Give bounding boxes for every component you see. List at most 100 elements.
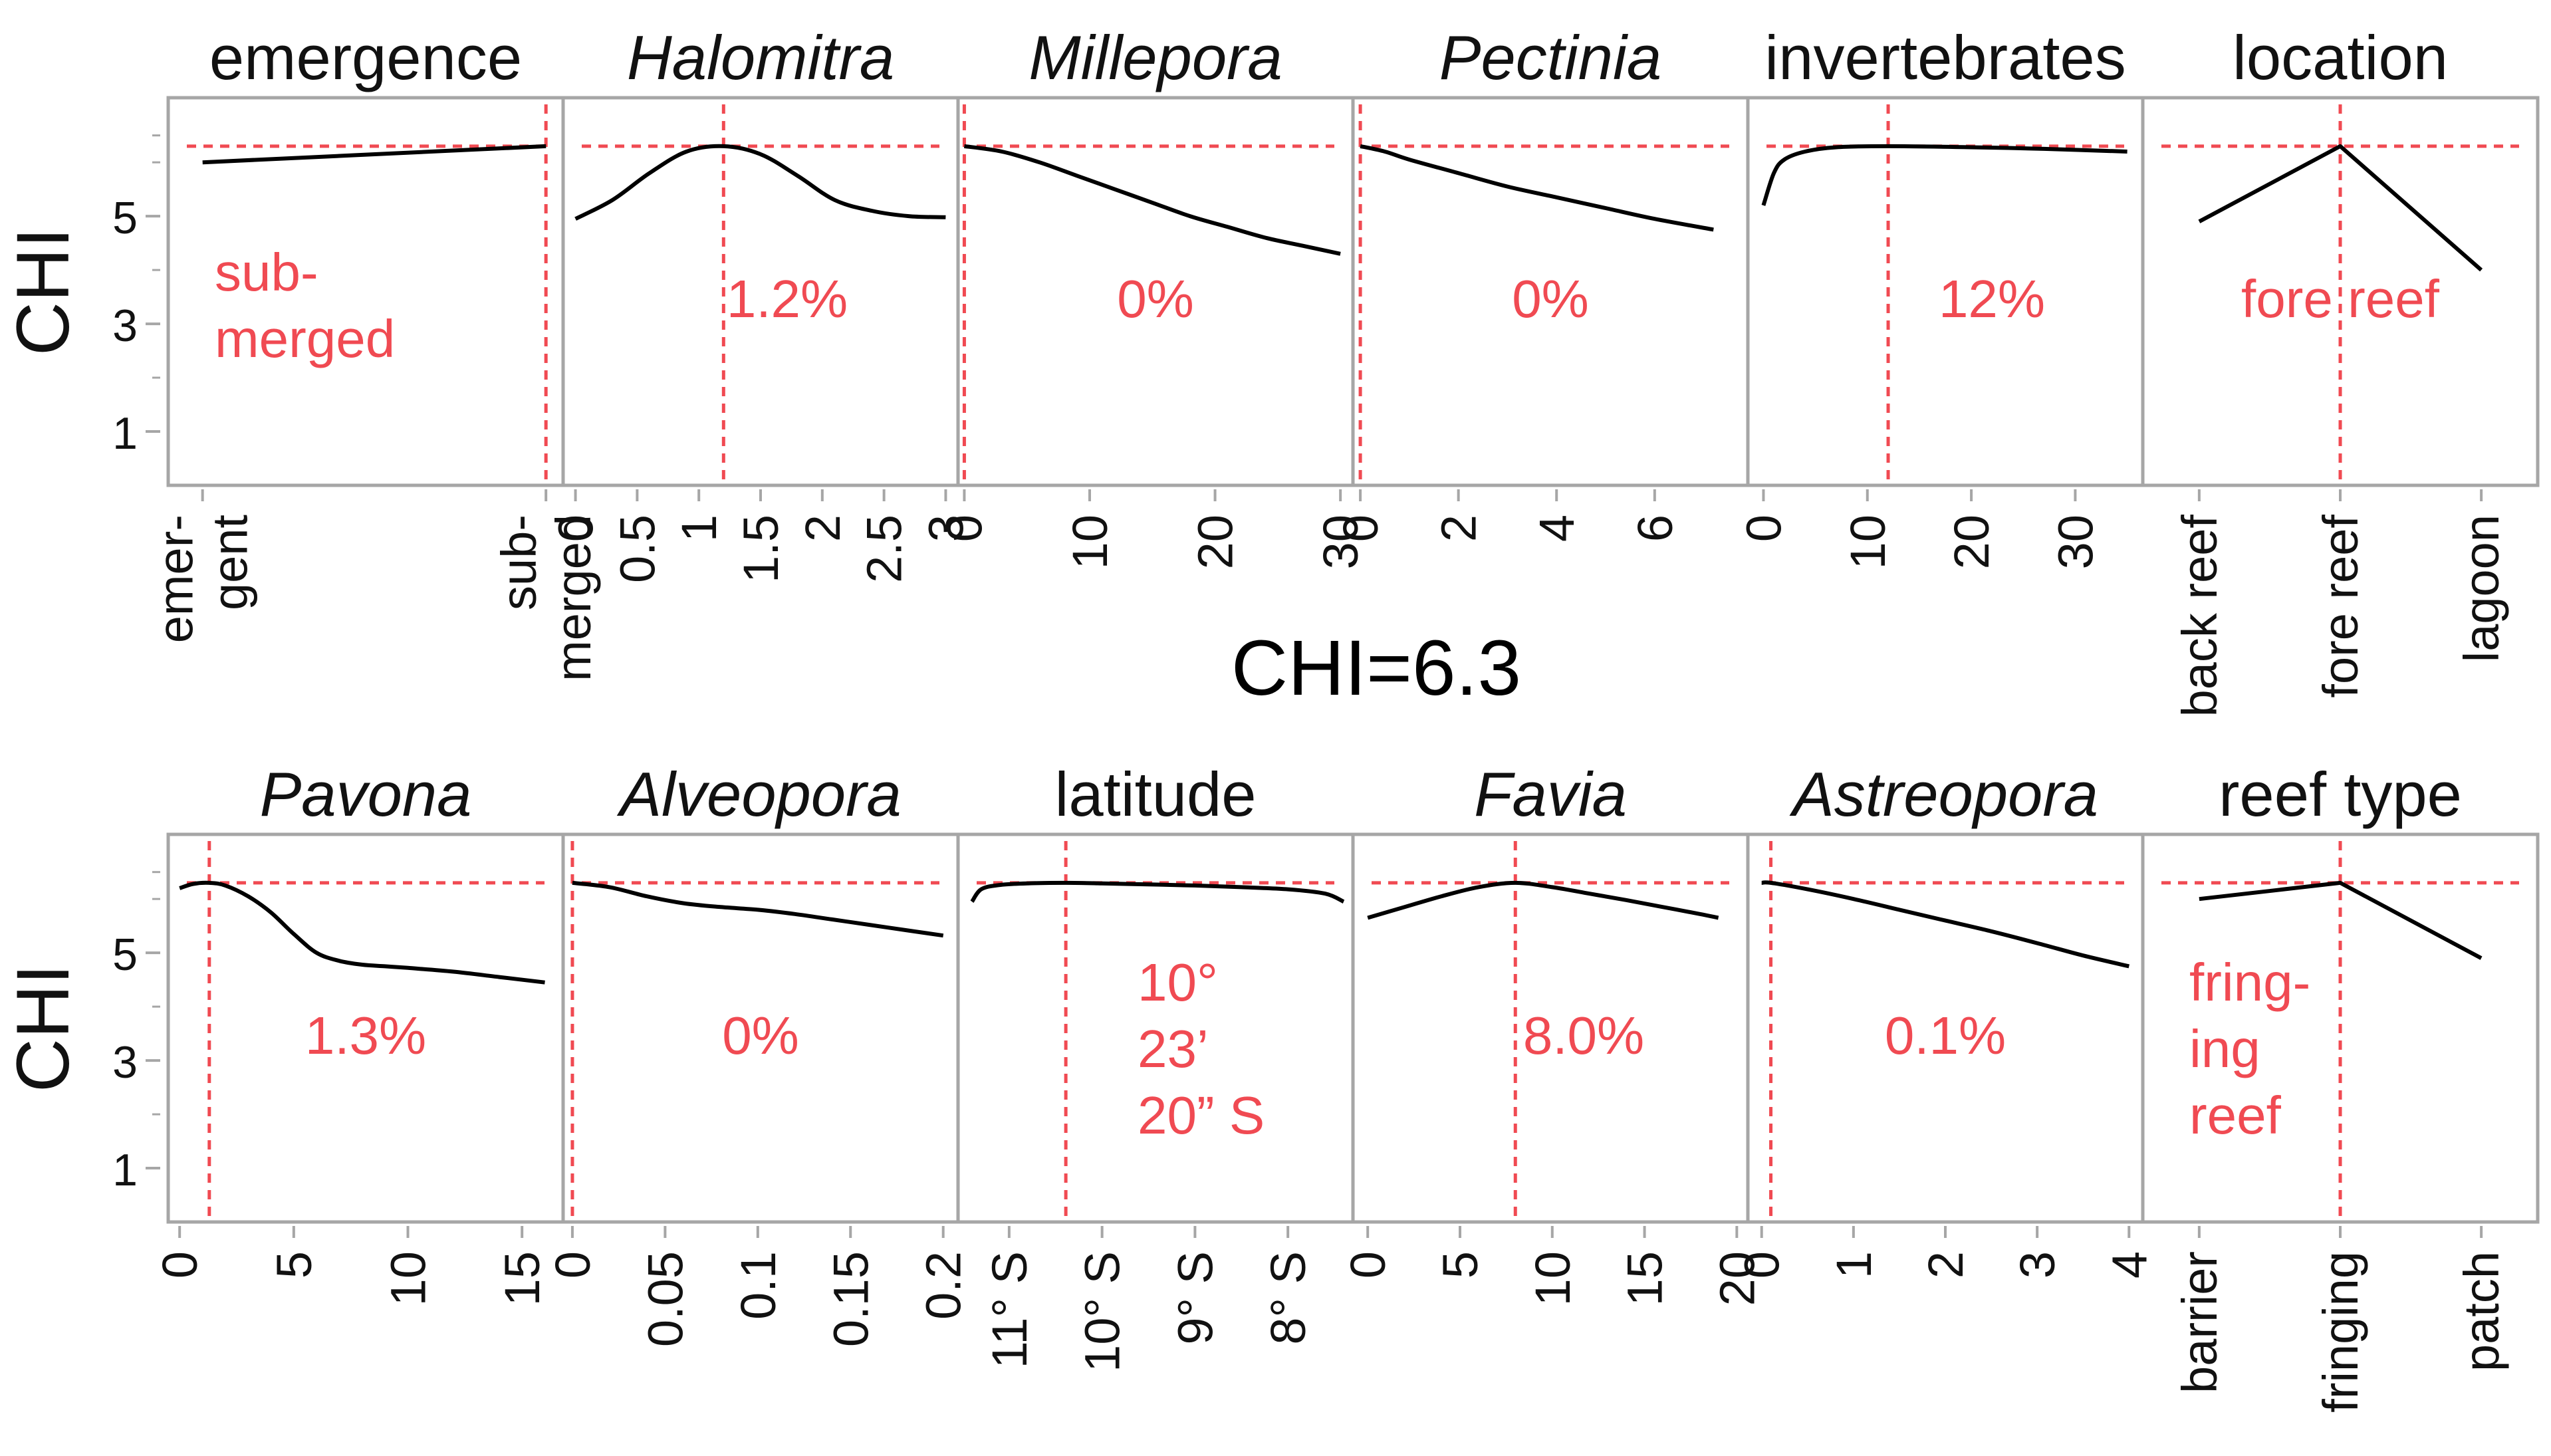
x-tick-label: 15	[495, 1251, 550, 1306]
x-tick-label: 4	[2102, 1251, 2157, 1278]
chart-panel-10: Favia 8.0% 0 5 10 15 20	[1340, 759, 1764, 1306]
x-tick-label: 0.05	[638, 1251, 693, 1347]
panel-title: location	[2233, 23, 2448, 92]
y-tick-label: 1	[112, 408, 138, 459]
x-tick-label: 0	[545, 1251, 600, 1278]
x-tick-label: 0	[152, 1251, 207, 1278]
x-tick-label: barrier	[2172, 1251, 2227, 1394]
panel-title: emergence	[209, 23, 522, 92]
x-tick-label: 1.5	[733, 515, 789, 583]
x-tick-label: 0	[937, 515, 992, 542]
partial-dependence-curve	[2199, 880, 2483, 960]
x-tick-label: fore reef	[2313, 515, 2368, 698]
x-tick-label: 0.1	[731, 1251, 786, 1320]
x-tick-label: 0.5	[610, 515, 665, 583]
panel-annotation: reef	[2189, 1086, 2282, 1145]
x-tick-label: 20	[1944, 515, 1999, 569]
x-tick-label: 0	[548, 515, 604, 542]
panel-title: Alveopora	[616, 759, 901, 829]
x-tick-label: emer-	[148, 515, 203, 643]
panel-title: latitude	[1054, 759, 1256, 829]
chart-panel-2: Halomitra 1.2% 0 0.5 1 1.5 2 2.5 3	[548, 23, 974, 583]
partial-dependence-curve	[202, 144, 547, 165]
x-tick-label: 2	[1431, 515, 1487, 542]
x-tick-label: merged	[546, 515, 601, 681]
chart-panel-1: emergence 1 3 5 CHI sub-merged emer-gent sub-me…	[1, 23, 601, 681]
x-tick-label: 0.15	[823, 1251, 878, 1347]
panel-annotation: 10°	[1138, 953, 1218, 1012]
x-tick-label: 2	[795, 515, 850, 542]
x-tick-label: sub-	[491, 515, 547, 610]
x-tick-label: 15	[1618, 1251, 1673, 1306]
x-tick-label: 10	[1840, 515, 1895, 569]
panel-annotation: 1.2%	[727, 269, 848, 328]
partial-dependence-curve	[1761, 144, 2127, 206]
x-tick-label: 4	[1529, 515, 1584, 542]
x-tick-label: 20	[1188, 515, 1243, 569]
panel-annotation: 23’	[1138, 1019, 1209, 1078]
chi-summary-label: CHI=6.3	[1231, 624, 1521, 712]
chart-panel-7: Pavona 1 3 5 CHI 1.3% 0 5 10 15	[1, 759, 565, 1306]
x-tick-label: 2.5	[857, 515, 912, 583]
x-tick-label: 0.2	[916, 1251, 971, 1320]
panel-annotation: fore reef	[2241, 269, 2440, 328]
y-tick-label: 3	[112, 301, 138, 351]
x-tick-label: 10	[381, 1251, 436, 1306]
panel-title: Pectinia	[1439, 23, 1661, 92]
panel-annotation: 0%	[1512, 269, 1589, 328]
partial-dependence-curve	[179, 880, 545, 985]
panel-annotation: 12%	[1939, 269, 2045, 328]
panel-annotation: fring-	[2189, 953, 2310, 1012]
x-tick-label: lagoon	[2454, 515, 2509, 662]
panel-annotation: merged	[215, 309, 395, 368]
partial-dependence-curve	[572, 880, 944, 938]
chart-panel-3: Millepora 0% 0 10 20 30	[937, 23, 1368, 569]
x-tick-label: 5	[267, 1251, 322, 1278]
panel-frame	[2141, 832, 2540, 1224]
x-tick-label: 10° S	[1075, 1251, 1130, 1372]
x-tick-label: patch	[2454, 1251, 2509, 1372]
panel-annotation: 0%	[722, 1006, 799, 1065]
panel-title: reef type	[2219, 759, 2462, 829]
chart-panel-8: Alveopora 0% 0 0.05 0.1 0.15 0.2	[545, 759, 971, 1347]
partial-dependence-curve	[574, 144, 946, 221]
x-tick-label: 6	[1628, 515, 1683, 542]
chart-panel-9: latitude 10° 23’ 20” S 11° S 10° S 9° S 8° S	[956, 759, 1355, 1372]
panel-frame	[2141, 96, 2540, 487]
x-tick-label: 10	[1525, 1251, 1580, 1306]
x-tick-label: gent	[203, 515, 258, 610]
panel-title: Millepora	[1029, 23, 1282, 92]
x-tick-label: 30	[1313, 515, 1368, 569]
panel-annotation: sub-	[215, 243, 318, 302]
panel-annotation: 1.3%	[305, 1006, 426, 1065]
x-tick-label: 3	[918, 515, 973, 542]
partial-dependence-curve	[2198, 144, 2483, 272]
y-tick-label: 3	[112, 1037, 138, 1088]
panel-annotation: 0%	[1117, 269, 1194, 328]
panel-annotation: 0.1%	[1885, 1006, 2006, 1065]
x-tick-label: 30	[2048, 515, 2103, 569]
panel-annotation: ing	[2189, 1019, 2260, 1078]
y-tick-label: 5	[112, 193, 138, 243]
partial-dependence-curve	[1761, 880, 2129, 969]
x-tick-label: 0	[1736, 515, 1791, 542]
panel-annotation: 8.0%	[1523, 1006, 1644, 1065]
chart-panel-5: invertebrates 12% 0 10 20 30	[1736, 23, 2145, 569]
x-tick-label: 5	[1433, 1251, 1488, 1278]
partial-dependence-curve	[1360, 144, 1714, 232]
x-tick-label: 1	[1826, 1251, 1882, 1278]
panel-title: Favia	[1474, 759, 1627, 829]
x-tick-label: 1	[671, 515, 727, 542]
x-tick-label: 0	[1333, 515, 1388, 542]
x-tick-label: 8° S	[1261, 1251, 1316, 1345]
x-tick-label: fringing	[2313, 1251, 2368, 1413]
panel-title: invertebrates	[1764, 23, 2126, 92]
x-tick-label: 3	[2010, 1251, 2065, 1278]
x-tick-label: 0	[1340, 1251, 1396, 1278]
y-axis-label: CHI	[1, 227, 84, 356]
panel-annotation: 20” S	[1138, 1086, 1265, 1145]
x-tick-label: back reef	[2172, 515, 2227, 717]
panel-title: Pavona	[260, 759, 472, 829]
panel-title: Astreopora	[1789, 759, 2098, 829]
